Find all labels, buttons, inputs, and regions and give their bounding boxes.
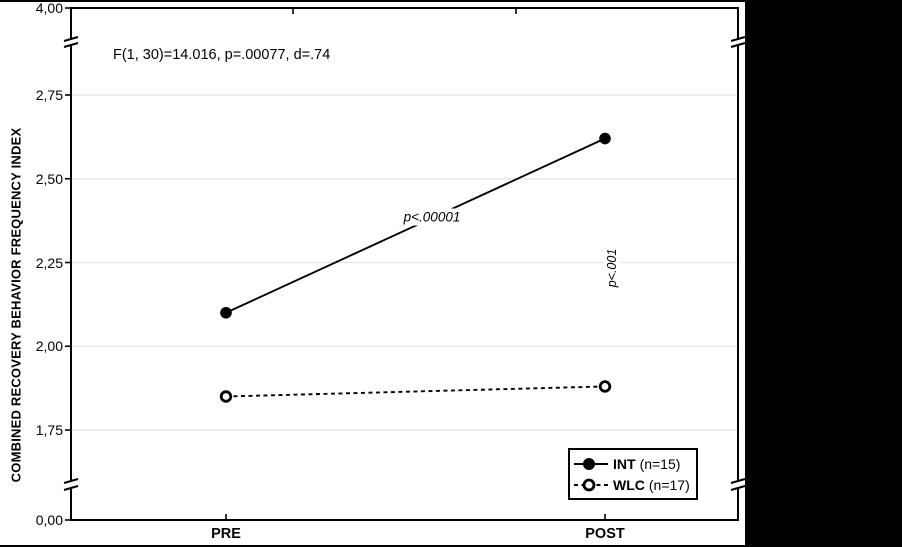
y-tick-label: 1,75	[35, 422, 63, 438]
y-tick-label: 2,75	[35, 87, 63, 103]
annotation-p-post: p<.001	[604, 245, 620, 291]
y-tick-label: 2,50	[35, 170, 63, 187]
x-axis-label: POST	[585, 526, 625, 542]
y-tick-label: 2,25	[35, 254, 63, 271]
x-axis-label: PRE	[211, 526, 241, 542]
legend-sample-filled-circle-icon	[574, 457, 608, 470]
legend-series-n: (n=17)	[648, 476, 690, 493]
legend-series-n: (n=15)	[639, 455, 681, 472]
y-tick-label: 4,00	[35, 0, 63, 16]
legend-series-name: INT	[613, 455, 636, 472]
y-tick-label: 2,00	[35, 338, 63, 355]
legend-sample-open-circle-icon	[574, 478, 608, 491]
legend-series-name: WLC	[613, 476, 645, 493]
legend: INT (n=15) WLC (n=17)	[568, 448, 698, 500]
legend-item-WLC: WLC (n=17)	[574, 474, 690, 495]
legend-item-INT: INT (n=15)	[574, 453, 690, 474]
annotation-p-slope: p<.00001	[398, 208, 466, 226]
y-tick-label: 0,00	[35, 512, 63, 528]
stats-annotation: F(1, 30)=14.016, p=.00077, d=.74	[113, 47, 331, 63]
